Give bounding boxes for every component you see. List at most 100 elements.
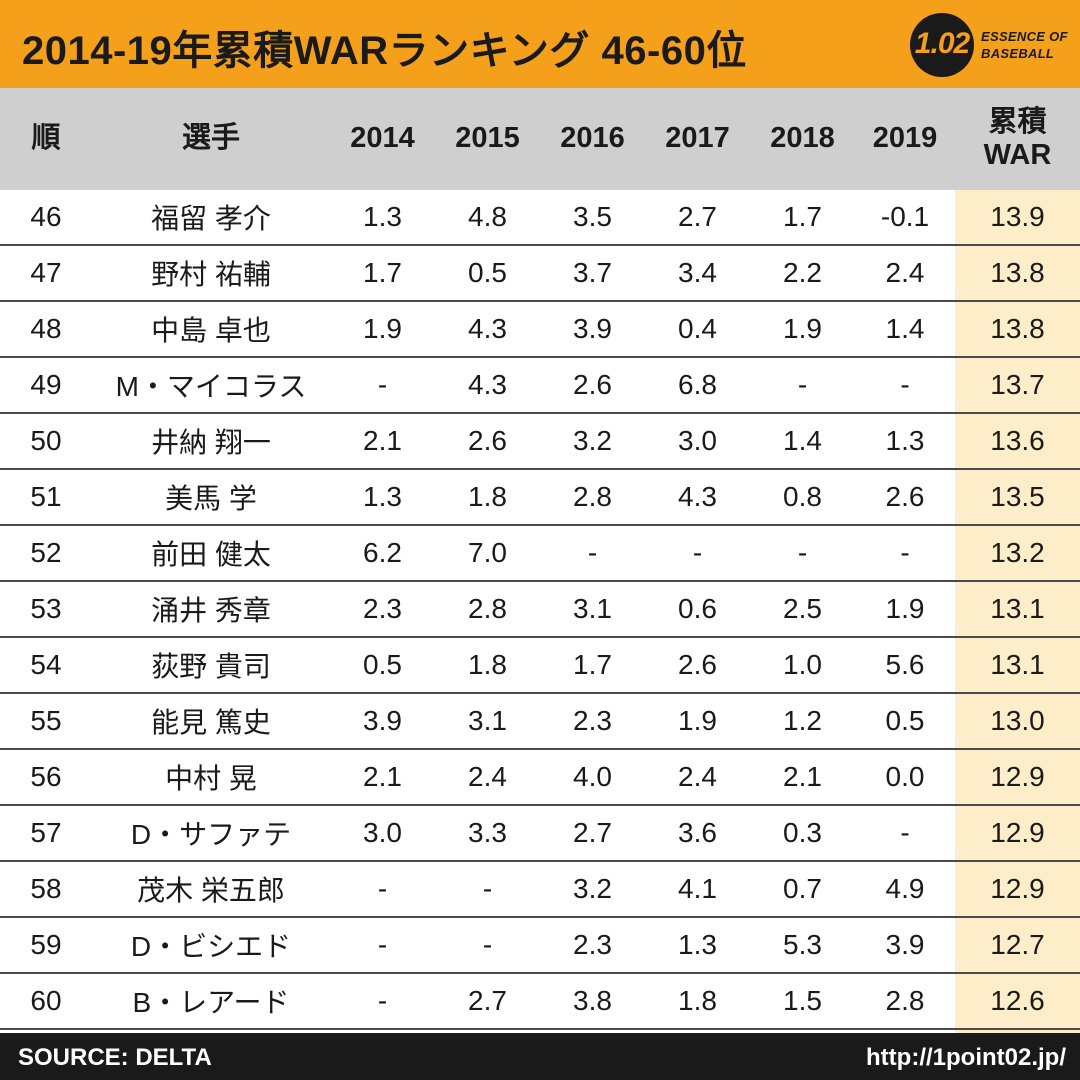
player-name-cell: M・マイコラス <box>115 371 307 402</box>
war-value-cell: 3.0 <box>363 817 402 848</box>
player-name-cell: 井納 翔一 <box>151 427 271 458</box>
war-value-cell: 1.9 <box>885 593 925 624</box>
total-war-cell: 13.5 <box>990 481 1045 512</box>
table-row: 56 中村 晃 2.1 2.4 4.0 2.4 2.1 0.0 12.9 <box>0 750 1080 806</box>
table-header: 順 選手 2014 2015 2016 2017 2018 2019 累積 WA… <box>0 88 1080 190</box>
total-war-cell: 13.2 <box>990 537 1045 568</box>
war-value-cell: 1.3 <box>363 201 402 232</box>
player-name-cell: 荻野 貴司 <box>151 651 271 682</box>
war-value-cell: - <box>377 929 388 960</box>
rank-cell: 47 <box>30 257 62 288</box>
war-value-cell: 3.2 <box>573 425 612 456</box>
logo: 1.02 ESSENCE OF BASEBALL <box>905 10 1075 80</box>
rank-cell: 54 <box>30 649 62 680</box>
rank-cell: 48 <box>30 313 62 344</box>
war-value-cell: - <box>377 369 388 400</box>
total-war-cell: 13.6 <box>990 425 1045 456</box>
player-name-cell: 能見 篤史 <box>151 707 271 738</box>
table-row: 54 荻野 貴司 0.5 1.8 1.7 2.6 1.0 5.6 13.1 <box>0 638 1080 694</box>
war-value-cell: 3.6 <box>678 817 717 848</box>
war-value-cell: 2.1 <box>783 761 822 792</box>
war-value-cell: 2.7 <box>573 817 612 848</box>
page-title: 2014-19年累積WARランキング 46-60位 <box>22 29 747 73</box>
war-value-cell: 2.8 <box>885 985 925 1016</box>
war-value-cell: - <box>797 369 808 400</box>
war-value-cell: 0.6 <box>678 593 717 624</box>
player-name-cell: D・サファテ <box>130 819 292 850</box>
war-value-cell: 3.4 <box>678 257 717 288</box>
war-value-cell: 4.3 <box>678 481 717 512</box>
rank-cell: 58 <box>30 873 62 904</box>
table-row: 52 前田 健太 6.2 7.0 - - - - 13.2 <box>0 526 1080 582</box>
total-war-cell: 13.0 <box>990 705 1045 736</box>
war-value-cell: 0.5 <box>468 257 507 288</box>
footer: SOURCE: DELTA http://1point02.jp/ <box>0 1033 1080 1080</box>
war-value-cell: 3.3 <box>468 817 507 848</box>
war-value-cell: 0.5 <box>885 705 925 736</box>
war-value-cell: 1.4 <box>885 313 925 344</box>
war-value-cell: 2.4 <box>885 257 925 288</box>
table-row: 60 B・レアード - 2.7 3.8 1.8 1.5 2.8 12.6 <box>0 974 1080 1030</box>
rank-cell: 51 <box>30 481 62 512</box>
war-value-cell: 5.3 <box>783 929 822 960</box>
total-war-cell: 12.9 <box>990 873 1045 904</box>
war-value-cell: - <box>797 537 808 568</box>
logo-number: 1.02 <box>914 27 970 60</box>
total-war-cell: 13.8 <box>990 257 1045 288</box>
table-row: 53 涌井 秀章 2.3 2.8 3.1 0.6 2.5 1.9 13.1 <box>0 582 1080 638</box>
war-value-cell: 3.5 <box>573 201 612 232</box>
war-value-cell: 3.2 <box>573 873 612 904</box>
player-name-cell: 中島 卓也 <box>151 315 271 346</box>
war-value-cell: 1.3 <box>363 481 402 512</box>
player-name-cell: 涌井 秀章 <box>151 595 271 626</box>
rank-cell: 60 <box>30 985 62 1016</box>
header-year: 2016 <box>560 122 625 155</box>
war-value-cell: 1.0 <box>783 649 822 680</box>
table-row: 58 茂木 栄五郎 - - 3.2 4.1 0.7 4.9 12.9 <box>0 862 1080 918</box>
war-value-cell: 4.3 <box>468 369 507 400</box>
total-war-cell: 12.9 <box>990 817 1045 848</box>
war-value-cell: 4.3 <box>468 313 507 344</box>
total-war-cell: 12.6 <box>990 985 1045 1016</box>
player-name-cell: 野村 祐輔 <box>151 259 271 290</box>
war-value-cell: 0.5 <box>363 649 402 680</box>
title-bar: 2014-19年累積WARランキング 46-60位 1.02 ESSENCE O… <box>0 0 1080 88</box>
war-value-cell: 3.1 <box>468 705 507 736</box>
war-value-cell: 3.0 <box>678 425 717 456</box>
player-name-cell: D・ビシエド <box>130 931 292 962</box>
table-row: 51 美馬 学 1.3 1.8 2.8 4.3 0.8 2.6 13.5 <box>0 470 1080 526</box>
war-value-cell: - <box>900 369 910 400</box>
war-value-cell: 4.9 <box>885 873 925 904</box>
war-value-cell: 2.4 <box>678 761 717 792</box>
war-value-cell: 2.7 <box>678 201 717 232</box>
logo-badge: 1.02 <box>910 13 974 77</box>
logo-text-line2: BASEBALL <box>981 46 1055 61</box>
rank-cell: 55 <box>30 705 62 736</box>
site-url: http://1point02.jp/ <box>866 1044 1066 1071</box>
header-rank: 順 <box>31 122 61 155</box>
war-value-cell: 3.8 <box>573 985 612 1016</box>
war-value-cell: 0.0 <box>885 761 925 792</box>
total-war-cell: 12.7 <box>990 929 1045 960</box>
war-value-cell: 1.3 <box>678 929 717 960</box>
war-value-cell: 2.3 <box>363 593 402 624</box>
table-row: 48 中島 卓也 1.9 4.3 3.9 0.4 1.9 1.4 13.8 <box>0 302 1080 358</box>
total-war-cell: 13.8 <box>990 313 1045 344</box>
header-year: 2014 <box>350 122 415 155</box>
war-value-cell: 1.9 <box>363 313 402 344</box>
war-value-cell: 6.2 <box>363 537 402 568</box>
war-value-cell: 3.9 <box>885 929 925 960</box>
war-value-cell: 2.1 <box>363 761 402 792</box>
header-total-line1: 累積 <box>988 105 1047 138</box>
war-value-cell: - <box>900 537 910 568</box>
player-name-cell: 茂木 栄五郎 <box>137 875 285 906</box>
war-value-cell: 5.6 <box>885 649 925 680</box>
table-row: 47 野村 祐輔 1.7 0.5 3.7 3.4 2.2 2.4 13.8 <box>0 246 1080 302</box>
table-row: 46 福留 孝介 1.3 4.8 3.5 2.7 1.7 -0.1 13.9 <box>0 190 1080 246</box>
header-year: 2015 <box>455 122 520 155</box>
player-name-cell: 福留 孝介 <box>151 203 271 234</box>
war-value-cell: 3.9 <box>363 705 402 736</box>
war-value-cell: 0.7 <box>783 873 822 904</box>
player-name-cell: 美馬 学 <box>165 483 257 514</box>
war-value-cell: 2.6 <box>678 649 717 680</box>
